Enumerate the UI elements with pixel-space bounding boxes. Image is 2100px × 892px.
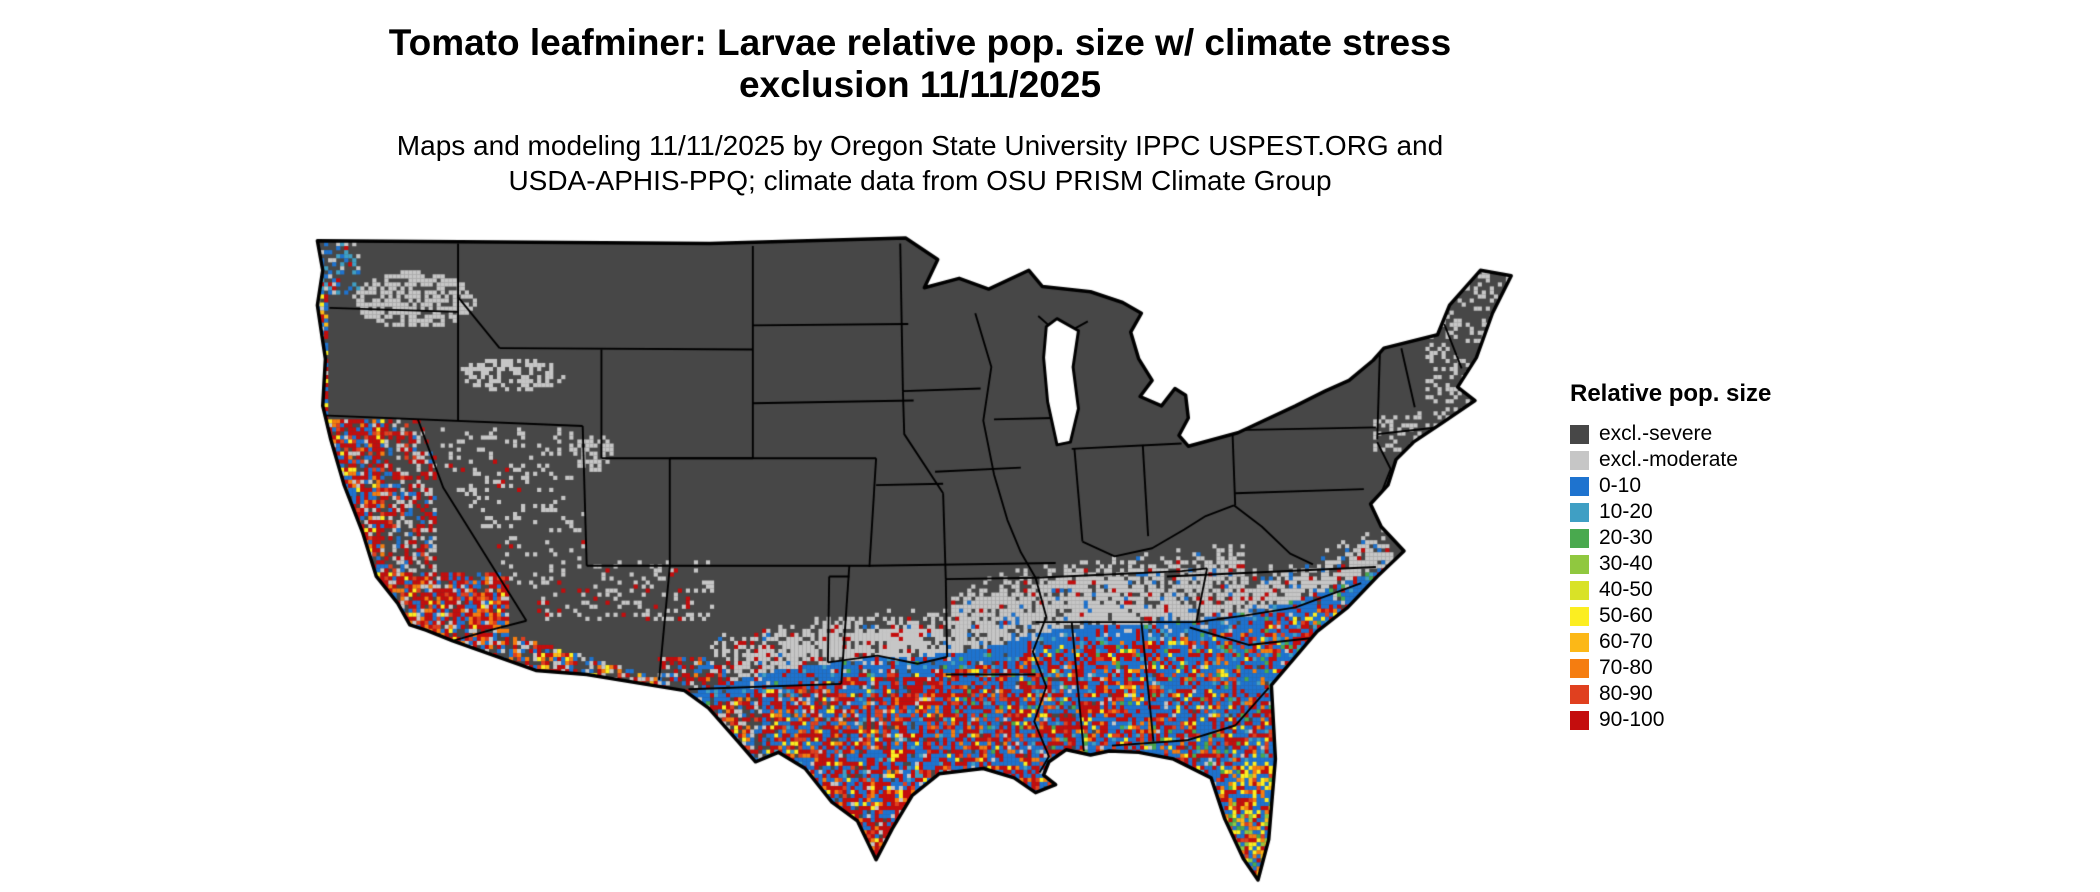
legend-item-label: 20-30	[1599, 526, 1653, 549]
subtitle-line2: USDA-APHIS-PPQ; climate data from OSU PR…	[508, 165, 1332, 196]
subtitle-line1: Maps and modeling 11/11/2025 by Oregon S…	[396, 130, 1444, 161]
page-title-line1: Tomato leafminer: Larvae relative pop. s…	[388, 22, 1452, 63]
legend-swatch	[1570, 658, 1589, 678]
legend-item: excl.-moderate	[1570, 447, 1830, 473]
legend-title: Relative pop. size	[1570, 380, 1772, 407]
legend-swatch	[1570, 450, 1589, 470]
legend-item-label: 60-70	[1599, 630, 1653, 653]
legend-swatch	[1570, 528, 1589, 548]
legend-item: 50-60	[1570, 603, 1830, 629]
legend-swatch	[1570, 502, 1589, 522]
subtitle: Maps and modeling 11/11/2025 by Oregon S…	[245, 128, 1595, 198]
legend-item: 60-70	[1570, 629, 1830, 655]
legend-item: 10-20	[1570, 499, 1830, 525]
legend-item: 20-30	[1570, 525, 1830, 551]
legend-swatch	[1570, 554, 1589, 574]
legend-item: 70-80	[1570, 655, 1830, 681]
legend-item-label: 40-50	[1599, 578, 1653, 601]
legend-swatch	[1570, 476, 1589, 496]
legend-items: excl.-severe excl.-moderate 0-10 10-20 20-30…	[1570, 421, 1830, 733]
legend-item-label: 70-80	[1599, 656, 1653, 679]
legend-item: 80-90	[1570, 681, 1830, 707]
legend-swatch	[1570, 606, 1589, 626]
legend: Relative pop. size excl.-severe excl.-mod…	[1570, 380, 1830, 733]
legend-swatch	[1570, 684, 1589, 704]
legend-item-label: 10-20	[1599, 500, 1653, 523]
legend-item-label: excl.-moderate	[1599, 448, 1738, 471]
legend-swatch	[1570, 580, 1589, 600]
legend-item: excl.-severe	[1570, 421, 1830, 447]
us-map-canvas	[308, 230, 1534, 888]
legend-item: 40-50	[1570, 577, 1830, 603]
legend-swatch	[1570, 424, 1589, 444]
legend-item: 30-40	[1570, 551, 1830, 577]
legend-item-label: 80-90	[1599, 682, 1653, 705]
legend-item-label: 0-10	[1599, 474, 1642, 497]
header: Tomato leafminer: Larvae relative pop. s…	[245, 22, 1595, 198]
page-title-line2: exclusion 11/11/2025	[738, 64, 1102, 105]
legend-item-label: 30-40	[1599, 552, 1653, 575]
legend-item-label: 90-100	[1599, 708, 1665, 731]
legend-item-label: 50-60	[1599, 604, 1653, 627]
legend-swatch	[1570, 710, 1589, 730]
legend-swatch	[1570, 632, 1589, 652]
legend-item-label: excl.-severe	[1599, 422, 1713, 445]
legend-item: 0-10	[1570, 473, 1830, 499]
legend-item: 90-100	[1570, 707, 1830, 733]
